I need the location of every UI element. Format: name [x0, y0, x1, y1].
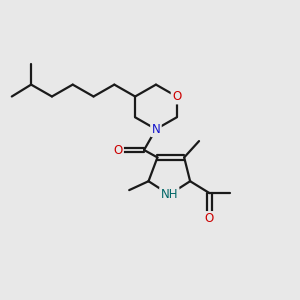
Text: O: O: [172, 90, 182, 103]
Text: O: O: [113, 143, 122, 157]
Text: N: N: [152, 123, 160, 136]
Text: O: O: [205, 212, 214, 226]
Text: NH: NH: [160, 188, 178, 201]
